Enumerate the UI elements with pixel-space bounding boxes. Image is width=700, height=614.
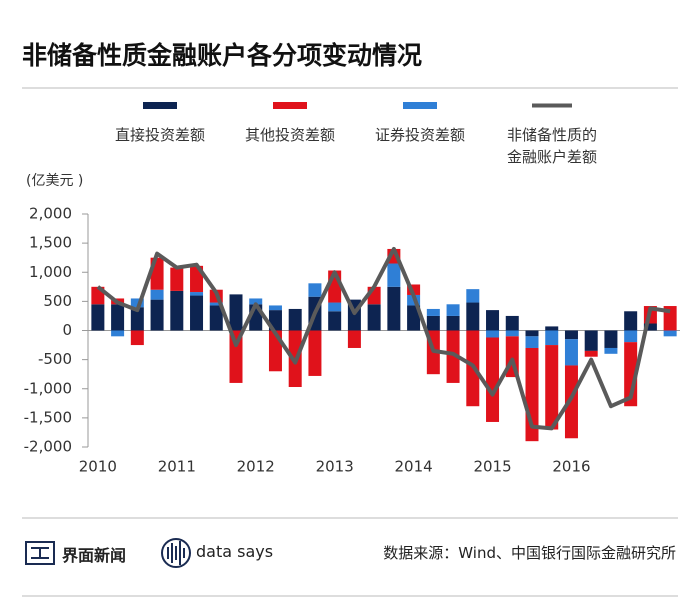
bar-segment [387, 263, 401, 287]
bar-segment [663, 330, 677, 337]
bar-segment [190, 292, 204, 296]
bar-segment [328, 311, 342, 331]
bar-segment [505, 330, 519, 337]
y-tick-label: -500 [38, 350, 72, 368]
bar-segment [564, 339, 578, 366]
y-tick-label: 500 [43, 292, 72, 310]
bar-segment [288, 308, 302, 331]
brand: 界面新闻 [62, 546, 127, 565]
brand2-icon [161, 538, 191, 568]
y-tick-label: 2,000 [29, 205, 72, 223]
legend-swatch [273, 102, 307, 109]
line [96, 246, 671, 431]
bar-segment [209, 305, 223, 331]
bar-segment [486, 310, 500, 331]
y-tick-label: -1,500 [24, 408, 72, 426]
bar-segment [486, 337, 500, 422]
bar-segment [624, 311, 638, 331]
bar-segment [407, 284, 421, 295]
bar-segment [505, 315, 519, 331]
bar-segment [426, 308, 440, 316]
bar-segment [446, 330, 460, 383]
bar-segment [486, 330, 500, 338]
bar-segment [308, 283, 322, 297]
x-tick-label: 2013 [316, 458, 354, 476]
bar-segment [584, 350, 598, 357]
bar-segment [604, 347, 618, 354]
y-tick-label: -2,000 [24, 438, 72, 456]
bar-segment [367, 304, 381, 331]
bar-segment [130, 307, 144, 331]
x-tick-label: 2016 [552, 458, 590, 476]
brand-icon [31, 547, 49, 559]
bar-segment [584, 330, 598, 351]
bar-segment [150, 299, 164, 331]
brand-icon [25, 541, 55, 565]
bar-segment [229, 330, 243, 383]
bar-segment [466, 302, 480, 331]
bar-segment [407, 305, 421, 331]
bar-segment [446, 315, 460, 331]
bar-segment [328, 302, 342, 312]
bar-segment [170, 290, 184, 331]
source: 数据来源：Wind、中国银行国际金融研究所 [383, 544, 676, 562]
chart-title: 非储备性质金融账户各分项变动情况 [22, 41, 423, 70]
bar-segment [91, 304, 105, 331]
bar-segment [564, 330, 578, 340]
x-tick-label: 2015 [473, 458, 511, 476]
bar-segment [170, 267, 184, 291]
bar-segment [150, 289, 164, 300]
legend-label: 直接投资差额 [114, 126, 205, 144]
legend-swatch [143, 102, 177, 109]
bar-segment [130, 298, 144, 308]
bar-segment [209, 302, 223, 306]
bar-segment [446, 304, 460, 316]
bar-segment [545, 326, 559, 331]
x-tick-label: 2010 [79, 458, 117, 476]
bar-segment [387, 286, 401, 331]
y-tick-label: -1,000 [24, 379, 72, 397]
bar-segment [229, 294, 243, 331]
bar-segment [466, 289, 480, 303]
bar-segment [604, 330, 618, 348]
bar-segment [624, 330, 638, 343]
y-tick-label: 0 [62, 321, 72, 339]
legend-label: 非储备性质的 金融账户差额 [506, 126, 597, 166]
bar-segment [525, 336, 539, 348]
bar-segment [268, 305, 282, 311]
brand2: data says [196, 542, 274, 561]
bar-segment [347, 330, 361, 348]
bar-segment [249, 298, 263, 305]
x-tick-label: 2011 [158, 458, 196, 476]
brand2-icon [167, 541, 185, 565]
x-tick-label: 2012 [237, 458, 275, 476]
bar-segment [564, 365, 578, 439]
bar-segment [545, 345, 559, 430]
bar-segment [190, 295, 204, 331]
unit-label: (亿美元 ) [26, 173, 84, 189]
bar-segment [111, 304, 125, 331]
legend-label: 其他投资差额 [244, 126, 335, 144]
y-tick-label: 1,000 [29, 263, 72, 281]
bar-segment [643, 323, 657, 331]
y-tick-label: 1,500 [29, 234, 72, 252]
bar-segment [308, 330, 322, 376]
legend-label: 证券投资差额 [374, 126, 465, 144]
x-tick-label: 2014 [395, 458, 433, 476]
bar-segment [130, 330, 144, 346]
bar-segment [111, 330, 125, 337]
bar-segment [545, 330, 559, 346]
bar-segment [426, 315, 440, 331]
legend-swatch [403, 102, 437, 109]
bar-segment [525, 330, 539, 337]
